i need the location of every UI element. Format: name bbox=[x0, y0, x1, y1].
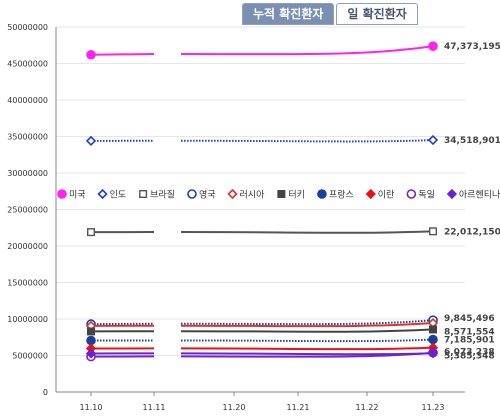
legend-marker bbox=[57, 189, 67, 199]
series-line-3 bbox=[180, 319, 434, 326]
data-point bbox=[427, 134, 439, 146]
x-tick-label: 11.22 bbox=[356, 403, 379, 412]
x-tick-label: 11.21 bbox=[287, 403, 310, 412]
legend-marker bbox=[406, 189, 417, 199]
legend-label: 터키 bbox=[288, 190, 305, 201]
end-value-label: 5,385,348 bbox=[444, 352, 495, 362]
legend-label: 브라질 bbox=[150, 189, 175, 201]
tab-cumulative-cases[interactable]: 누적 확진환자 bbox=[242, 3, 335, 25]
legend-marker bbox=[446, 188, 458, 200]
series-line-1 bbox=[180, 139, 434, 143]
legend-marker bbox=[97, 188, 108, 200]
x-tick-label: 11.10 bbox=[80, 403, 103, 412]
data-point bbox=[85, 348, 97, 359]
y-tick-label: 0 bbox=[43, 388, 48, 397]
series-line-4 bbox=[180, 322, 434, 328]
legend-marker bbox=[227, 188, 238, 200]
legend-label: 미국 bbox=[69, 190, 86, 201]
y-tick-label: 45000000 bbox=[7, 60, 48, 69]
data-point bbox=[429, 325, 438, 334]
end-value-label: 47,373,195 bbox=[444, 42, 500, 52]
series-line-5 bbox=[180, 328, 434, 333]
legend-label: 이란 bbox=[378, 189, 395, 201]
x-tick-label: 11.20 bbox=[223, 403, 246, 412]
y-tick-label: 50000000 bbox=[7, 23, 48, 32]
legend-label: 인도 bbox=[110, 190, 127, 201]
legend-label: 독일 bbox=[418, 190, 435, 201]
legend-label: 아르헨티나 bbox=[459, 189, 500, 201]
y-tick-label: 40000000 bbox=[7, 96, 48, 105]
data-point bbox=[86, 327, 95, 336]
series-line-0 bbox=[180, 45, 434, 56]
y-tick-label: 15000000 bbox=[7, 279, 48, 288]
y-tick-label: 35000000 bbox=[7, 133, 48, 142]
data-point bbox=[428, 41, 438, 51]
legend-label: 영국 bbox=[199, 190, 216, 201]
series-line-0 bbox=[90, 53, 155, 56]
legend-marker bbox=[317, 189, 327, 199]
series-line-6 bbox=[180, 338, 434, 343]
y-tick-label: 30000000 bbox=[7, 169, 48, 178]
end-value-label: 34,518,901 bbox=[444, 136, 500, 146]
data-point bbox=[86, 335, 96, 346]
end-value-label: 9,845,496 bbox=[444, 314, 495, 324]
legend-label: 프랑스 bbox=[329, 189, 354, 201]
end-value-label: 8,571,554 bbox=[444, 327, 495, 337]
end-value-label: 6,073,238 bbox=[444, 348, 495, 358]
tab-daily-cases[interactable]: 일 확진환자 bbox=[336, 3, 418, 25]
end-value-label: 22,012,150 bbox=[444, 227, 500, 237]
y-tick-label: 25000000 bbox=[7, 206, 48, 215]
data-point bbox=[85, 135, 97, 147]
chart-tabs: 누적 확진환자 일 확진환자 bbox=[242, 3, 418, 25]
data-point bbox=[429, 227, 438, 236]
data-point bbox=[427, 348, 439, 359]
data-point bbox=[86, 49, 96, 60]
series-line-2 bbox=[180, 230, 434, 234]
data-point bbox=[86, 228, 95, 237]
y-tick-label: 5000000 bbox=[12, 352, 48, 361]
legend-marker bbox=[139, 189, 148, 198]
x-tick-label: 11.23 bbox=[422, 403, 445, 412]
legend-label: 러시아 bbox=[240, 190, 266, 201]
legend-marker bbox=[277, 189, 286, 198]
end-value-label: 7,185,901 bbox=[444, 336, 495, 346]
data-point bbox=[428, 334, 438, 345]
y-tick-label: 20000000 bbox=[7, 242, 48, 251]
x-tick-label: 11.11 bbox=[143, 403, 166, 412]
legend-marker bbox=[365, 188, 376, 200]
legend-marker bbox=[187, 189, 197, 199]
series-line-9 bbox=[180, 352, 434, 356]
y-tick-label: 10000000 bbox=[7, 315, 48, 324]
series-line-7 bbox=[180, 346, 434, 351]
